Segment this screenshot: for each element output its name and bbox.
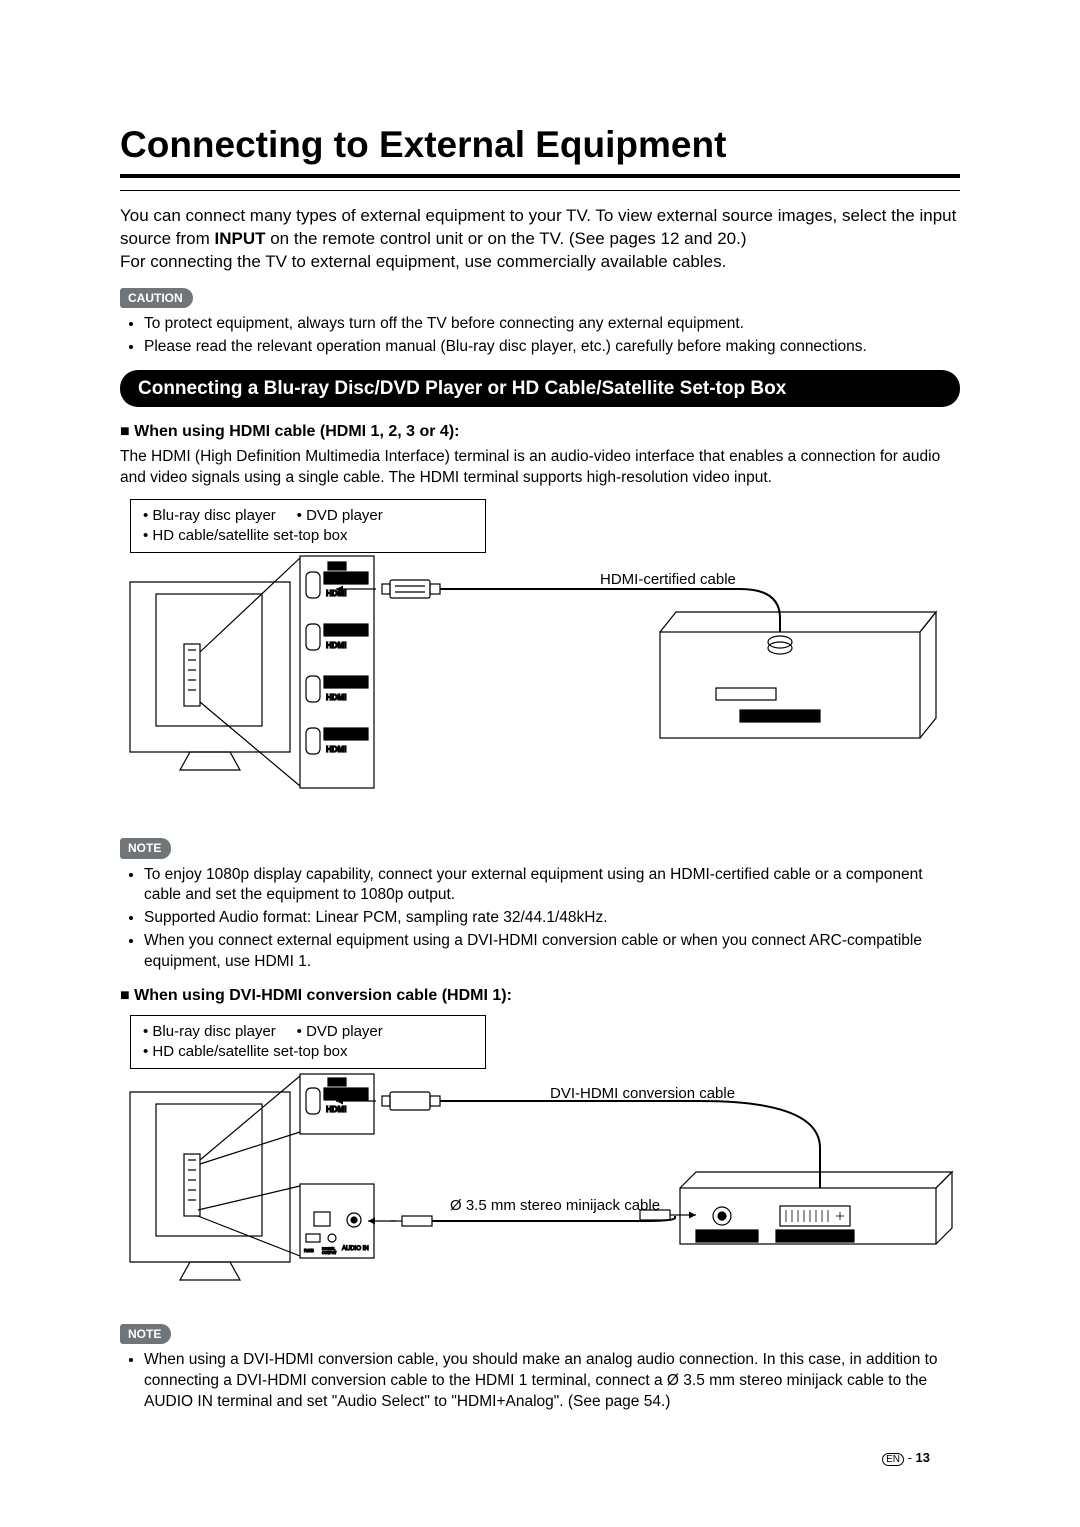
note-badge-2: NOTE <box>120 1324 171 1344</box>
footer-page: 13 <box>916 1450 930 1465</box>
svg-text:HDMI: HDMI <box>326 693 346 702</box>
device-2: DVD player <box>306 507 383 524</box>
intro-text: You can connect many types of external e… <box>120 205 960 274</box>
page-title: Connecting to External Equipment <box>120 120 960 170</box>
intro-2: For connecting the TV to external equipm… <box>120 252 726 271</box>
rule-thick <box>120 174 960 178</box>
caution-item: To protect equipment, always turn off th… <box>144 314 960 335</box>
svg-text:HDMI: HDMI <box>326 1105 346 1114</box>
note-list-2: When using a DVI-HDMI conversion cable, … <box>120 1350 960 1413</box>
svg-text:ARC: ARC <box>331 1080 342 1086</box>
hdmi-subheading: When using HDMI cable (HDMI 1, 2, 3 or 4… <box>120 421 960 443</box>
rule-thin <box>120 190 960 191</box>
note-item: When you connect external equipment usin… <box>144 931 960 973</box>
intro-1b: on the remote control unit or on the TV.… <box>265 229 746 248</box>
dvi-diagram-wrap: • Blu-ray disc player • DVD player • HD … <box>120 1015 960 1309</box>
svg-text:ARC: ARC <box>331 564 342 570</box>
intro-bold: INPUT <box>214 229 265 248</box>
svg-text:HDMI 1: HDMI 1 <box>330 577 351 583</box>
device-1: Blu-ray disc player <box>152 507 275 524</box>
audio-cable-label: Ø 3.5 mm stereo minijack cable <box>450 1196 660 1216</box>
svg-text:DVI OUT: DVI OUT <box>792 1232 825 1241</box>
svg-text:AUDIO IN: AUDIO IN <box>342 1246 369 1252</box>
svg-text:HDMI 3: HDMI 3 <box>330 681 351 687</box>
hdmi-diagram: ARC HDMI 1 HDMI HDMI 2 HDMI HDMI 3 <box>120 552 960 822</box>
device-list-box-2: • Blu-ray disc player • DVD player • HD … <box>130 1015 486 1070</box>
hdmi-body: The HDMI (High Definition Multimedia Int… <box>120 447 960 489</box>
hdmi-diagram-wrap: • Blu-ray disc player • DVD player • HD … <box>120 499 960 823</box>
svg-text:HDMI 2: HDMI 2 <box>330 629 351 635</box>
device-list-box: • Blu-ray disc player • DVD player • HD … <box>130 499 486 554</box>
svg-text:AUDIO: AUDIO <box>710 1232 735 1241</box>
caution-badge: CAUTION <box>120 288 193 308</box>
svg-text:HDMI: HDMI <box>326 641 346 650</box>
device-3: HD cable/satellite set-top box <box>152 527 347 544</box>
note-list-1: To enjoy 1080p display capability, conne… <box>120 865 960 974</box>
dvi-subheading: When using DVI-HDMI conversion cable (HD… <box>120 985 960 1007</box>
caution-list: To protect equipment, always turn off th… <box>120 314 960 358</box>
caution-item: Please read the relevant operation manua… <box>144 337 960 358</box>
hdmi-cable-label: HDMI-certified cable <box>600 570 736 590</box>
note-badge-1: NOTE <box>120 838 171 858</box>
svg-text:HDMI: HDMI <box>326 589 346 598</box>
svg-text:RGB: RGB <box>304 1248 314 1253</box>
device-3b: HD cable/satellite set-top box <box>152 1043 347 1060</box>
svg-text:HDMI OUT: HDMI OUT <box>750 712 790 721</box>
svg-text:HDMI 1: HDMI 1 <box>330 1093 351 1099</box>
page-footer: EN - 13 <box>882 1449 930 1467</box>
dvi-diagram: ARC HDMI 1 HDMI AUDIO IN RGB DIGITAL OUT… <box>120 1068 960 1308</box>
note-item: To enjoy 1080p display capability, conne… <box>144 865 960 907</box>
dvi-cable-label: DVI-HDMI conversion cable <box>550 1084 735 1104</box>
device-2b: DVD player <box>306 1023 383 1040</box>
svg-text:OUTPUT: OUTPUT <box>322 1251 337 1255</box>
section-heading: Connecting a Blu-ray Disc/DVD Player or … <box>120 370 960 408</box>
svg-text:HDMI: HDMI <box>326 745 346 754</box>
svg-text:HDMI 4: HDMI 4 <box>330 733 351 739</box>
note-item: When using a DVI-HDMI conversion cable, … <box>144 1350 960 1413</box>
footer-lang: EN <box>882 1453 904 1466</box>
device-1b: Blu-ray disc player <box>152 1023 275 1040</box>
note-item: Supported Audio format: Linear PCM, samp… <box>144 908 960 929</box>
